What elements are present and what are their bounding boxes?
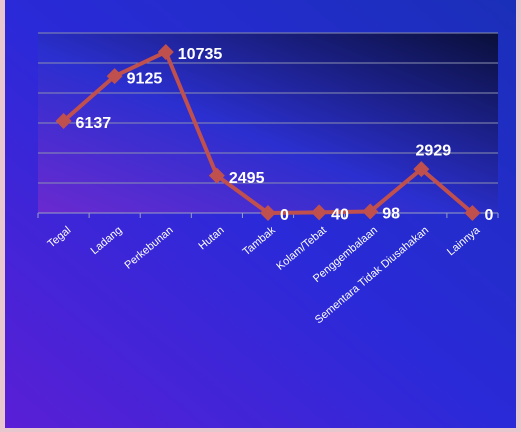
marker bbox=[260, 205, 276, 221]
marker bbox=[413, 161, 430, 178]
data-label: 98 bbox=[382, 206, 400, 223]
marker bbox=[362, 203, 379, 220]
marker bbox=[311, 204, 328, 221]
marker bbox=[55, 112, 72, 129]
data-label: 40 bbox=[331, 207, 349, 224]
data-label: 10735 bbox=[178, 46, 223, 63]
marker bbox=[157, 43, 174, 60]
data-label: 9125 bbox=[127, 70, 163, 87]
data-label: 2495 bbox=[229, 170, 265, 187]
marker bbox=[106, 68, 123, 85]
data-label: 0 bbox=[484, 207, 493, 224]
data-label: 0 bbox=[280, 207, 289, 224]
marker bbox=[208, 167, 225, 184]
data-label: 6137 bbox=[76, 115, 112, 132]
marker bbox=[464, 205, 481, 221]
data-label: 2929 bbox=[416, 142, 452, 159]
